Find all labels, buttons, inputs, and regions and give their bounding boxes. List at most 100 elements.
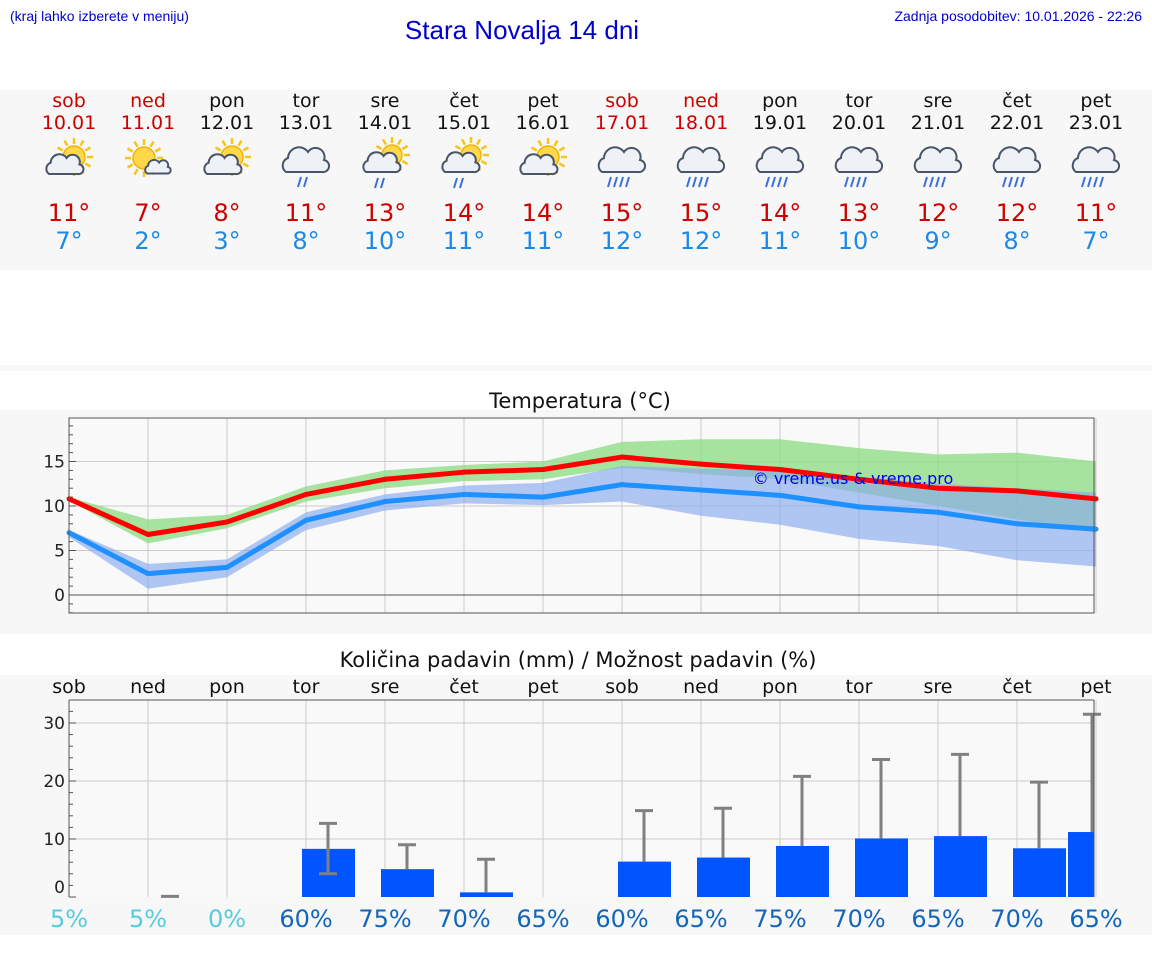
precip-day-label: čet bbox=[449, 676, 479, 698]
max-temp: 15° bbox=[680, 199, 723, 227]
min-temp: 7° bbox=[55, 227, 82, 255]
rain-drop bbox=[607, 176, 612, 188]
precip-bar bbox=[1068, 832, 1094, 897]
sun-cloud-icon bbox=[45, 138, 93, 176]
sun-ray bbox=[537, 139, 543, 147]
min-temp-point bbox=[619, 482, 625, 488]
min-temp: 10° bbox=[364, 227, 407, 255]
rain-drop bbox=[303, 176, 308, 188]
sun-ray bbox=[84, 162, 92, 168]
min-temp-point bbox=[224, 564, 230, 570]
precip-day-label: čet bbox=[1002, 676, 1032, 698]
precip-day-label: sob bbox=[52, 676, 86, 698]
day-name: sob bbox=[605, 90, 639, 112]
min-temp-point bbox=[698, 487, 704, 493]
max-temp: 11° bbox=[285, 199, 328, 227]
precip-tick-label: 10 bbox=[43, 830, 65, 850]
precip-tick-label: 0 bbox=[54, 878, 65, 898]
min-temp: 11° bbox=[522, 227, 565, 255]
rain-drop bbox=[453, 177, 458, 189]
precip-bar bbox=[1013, 848, 1066, 897]
precip-probability: 70% bbox=[437, 905, 490, 933]
cloud-shape bbox=[441, 151, 481, 174]
precip-day-label: sre bbox=[924, 676, 953, 698]
watermark: © vreme.us & vreme.pro bbox=[753, 469, 954, 488]
rain-drop bbox=[844, 176, 849, 188]
sun-ray bbox=[480, 144, 488, 151]
sun-ray bbox=[133, 140, 139, 148]
rain-drop bbox=[929, 176, 934, 188]
cloud-shape bbox=[597, 146, 647, 174]
rain-drop bbox=[1002, 176, 1007, 188]
rain-drop bbox=[704, 176, 709, 188]
page-title: Stara Novalja 14 dni bbox=[404, 15, 640, 45]
rain-drop bbox=[862, 176, 867, 188]
precip-day-label: pon bbox=[209, 676, 245, 698]
rain-drop bbox=[850, 176, 855, 188]
precip-probability: 60% bbox=[279, 905, 332, 933]
min-temp: 11° bbox=[443, 227, 486, 255]
sun-ray bbox=[242, 162, 250, 168]
day-date: 15.01 bbox=[437, 112, 491, 134]
max-temp: 14° bbox=[759, 199, 802, 227]
sun-ray bbox=[530, 146, 538, 152]
rain-drop bbox=[1093, 176, 1098, 188]
cloud-shape bbox=[203, 153, 243, 176]
precip-day-label: sre bbox=[371, 676, 400, 698]
rain-drop bbox=[619, 176, 624, 188]
max-temp: 13° bbox=[364, 199, 407, 227]
max-temp-point bbox=[382, 476, 388, 482]
max-temp: 7° bbox=[134, 199, 161, 227]
last-updated: Zadnja posodobitev: 10.01.2026 - 22:26 bbox=[894, 8, 1142, 24]
max-temp-point bbox=[1014, 488, 1020, 494]
day-date: 22.01 bbox=[990, 112, 1044, 134]
day-date: 23.01 bbox=[1069, 112, 1123, 134]
sun-ray bbox=[237, 139, 243, 147]
precip-bar bbox=[618, 861, 671, 897]
rain-drop bbox=[374, 177, 379, 189]
min-temp-point bbox=[777, 492, 783, 498]
sun-ray bbox=[375, 144, 383, 151]
max-temp: 15° bbox=[601, 199, 644, 227]
precip-probability: 65% bbox=[516, 905, 569, 933]
precip-day-label: sob bbox=[605, 676, 639, 698]
day-name: pet bbox=[1080, 90, 1111, 112]
sun-ray bbox=[480, 159, 488, 166]
temp-tick-label: 0 bbox=[54, 586, 65, 606]
precip-probability: 0% bbox=[208, 905, 246, 933]
max-temp-point bbox=[777, 467, 783, 473]
day-date: 13.01 bbox=[279, 112, 333, 134]
cloud-shape bbox=[1071, 146, 1121, 174]
cloud-light-rain-icon bbox=[281, 146, 331, 188]
day-name: tor bbox=[293, 90, 320, 112]
precip-bar bbox=[855, 838, 908, 897]
max-temp-point bbox=[224, 519, 230, 525]
rain-drop bbox=[613, 176, 618, 188]
rain-drop bbox=[783, 176, 788, 188]
precip-bar bbox=[381, 869, 434, 897]
max-temp: 13° bbox=[838, 199, 881, 227]
max-temp-point bbox=[145, 531, 151, 537]
precip-probability: 75% bbox=[753, 905, 806, 933]
sun-ray bbox=[214, 146, 222, 152]
sun-ray bbox=[63, 139, 69, 147]
min-temp: 11° bbox=[759, 227, 802, 255]
divider-band bbox=[0, 365, 1152, 371]
rain-drop bbox=[1020, 176, 1025, 188]
sun-ray bbox=[454, 144, 462, 151]
cloud-shape bbox=[362, 151, 402, 174]
sun-ray bbox=[149, 140, 155, 148]
sun-ray bbox=[558, 162, 566, 168]
max-temp-point bbox=[856, 476, 862, 482]
sun-ray bbox=[381, 138, 388, 146]
min-temp: 12° bbox=[601, 227, 644, 255]
max-temp-range-band bbox=[69, 439, 1096, 544]
precip-tick-label: 30 bbox=[43, 714, 65, 734]
rain-drop bbox=[771, 176, 776, 188]
cloud-shape bbox=[913, 146, 963, 174]
min-temp-point bbox=[1093, 526, 1099, 532]
sun-small-cloud-icon bbox=[125, 139, 172, 177]
precip-tick-label: 20 bbox=[43, 772, 65, 792]
location-menu-hint[interactable]: (kraj lahko izberete v meniju) bbox=[10, 8, 189, 24]
day-name: pon bbox=[209, 90, 245, 112]
